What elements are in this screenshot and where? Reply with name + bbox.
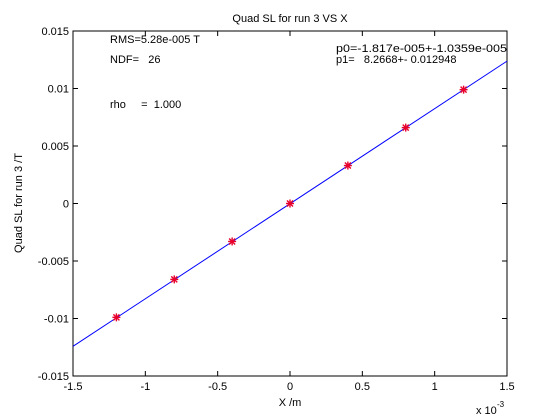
x-tick-label: -1.5: [64, 381, 83, 393]
chart-title: Quad SL for run 3 VS X: [232, 13, 348, 25]
p1-annotation: p1= 8.2668+- 0.012948: [336, 54, 457, 66]
y-tick-label: 0.015: [41, 26, 69, 38]
y-tick-label: 0.01: [48, 84, 69, 96]
x-tick-label: -1: [140, 381, 150, 393]
rms-annotation: RMS=5.28e-005 T: [110, 34, 200, 46]
y-axis-title: Quad SL for run 3 /T: [13, 153, 25, 253]
data-point: [170, 275, 179, 284]
ndf-annotation: NDF= 26: [110, 54, 160, 66]
data-point: [228, 237, 237, 246]
x-multiplier: x 10: [476, 405, 497, 417]
x-tick-label: 1.5: [499, 381, 514, 393]
data-point: [286, 199, 294, 208]
p0-annotation: p0=-1.817e-005+-1.0359e-005: [336, 43, 507, 55]
y-tick-label: 0: [63, 199, 69, 211]
x-tick-label: 0.5: [355, 381, 370, 393]
data-point: [112, 313, 121, 322]
x-tick-label: 1: [432, 381, 438, 393]
data-point: [343, 161, 352, 170]
data-points: [112, 85, 468, 322]
x-axis-title: X /m: [279, 397, 302, 409]
x-tick-label: -0.5: [208, 381, 227, 393]
data-point: [401, 123, 410, 132]
y-tick-label: -0.005: [38, 256, 69, 268]
rho-annotation: rho = 1.000: [110, 99, 181, 111]
x-multiplier-exponent: -3: [497, 400, 505, 409]
data-point: [459, 85, 468, 94]
x-tick-label: 0: [287, 381, 293, 393]
y-tick-label: -0.01: [44, 314, 69, 326]
axis-ticks: -1.5 -1 -0.5 0 0.5 1 1.5 -0.015 -0.01 -0.005 0 0.00…: [38, 26, 515, 393]
y-tick-label: 0.005: [41, 141, 69, 153]
y-tick-label: -0.015: [38, 371, 69, 383]
